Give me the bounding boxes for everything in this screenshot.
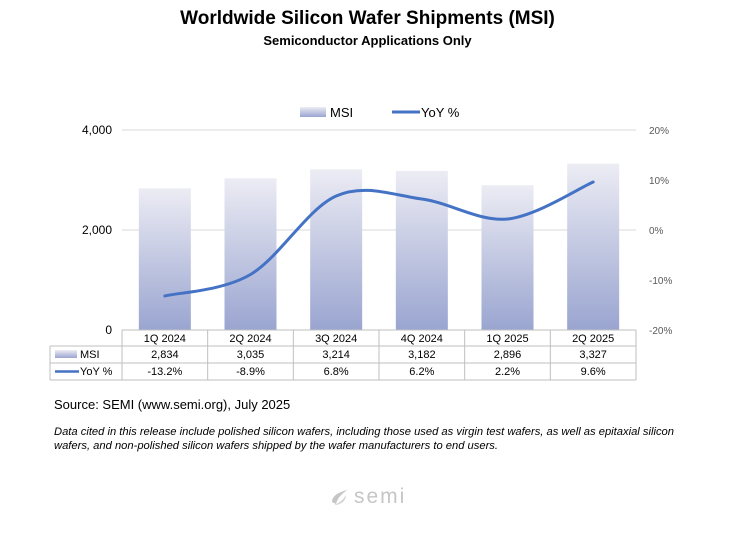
- chart-subtitle: Semiconductor Applications Only: [263, 33, 472, 48]
- x-category-label: 2Q 2024: [229, 333, 271, 345]
- table-cell-msi: 3,182: [408, 349, 436, 361]
- bar: [138, 188, 191, 330]
- y-left-tick-label: 2,000: [82, 223, 112, 237]
- bar: [481, 185, 534, 330]
- table-cell-yoy: 2.2%: [495, 366, 520, 378]
- legend-swatch-msi: [300, 107, 326, 117]
- chart-title: Worldwide Silicon Wafer Shipments (MSI): [180, 8, 555, 29]
- x-category-label: 3Q 2024: [315, 333, 357, 345]
- table-cell-msi: 3,214: [322, 349, 350, 361]
- semi-logo-text: semi: [354, 485, 407, 508]
- y-left-tick-label: 4,000: [82, 123, 112, 137]
- table-cell-msi: 2,834: [151, 349, 179, 361]
- table-row-label-msi: MSI: [80, 349, 100, 361]
- table-row-label-yoy: YoY %: [80, 366, 113, 378]
- table-cell-yoy: -13.2%: [147, 366, 182, 378]
- y-left-tick-label: 0: [105, 323, 112, 337]
- bar: [224, 178, 277, 330]
- x-category-label: 1Q 2024: [144, 333, 186, 345]
- y-right-tick-label: -10%: [649, 276, 672, 287]
- bar: [567, 163, 620, 330]
- table-cell-msi: 3,035: [237, 349, 265, 361]
- semi-logo-icon: [332, 490, 347, 505]
- yoy-line: [163, 180, 595, 298]
- legend-label-yoy: YoY %: [421, 105, 460, 120]
- table-cell-yoy: 6.8%: [324, 366, 349, 378]
- source-note: Source: SEMI (www.semi.org), July 2025: [54, 397, 291, 412]
- chart-area: 0 2,000 4,000 -20% -10% 0% 10% 20% MSI YoY % 1Q …: [49, 105, 672, 381]
- table-cell-msi: 3,327: [579, 349, 607, 361]
- legend-label-msi: MSI: [330, 105, 353, 120]
- y-right-tick-label: 10%: [649, 176, 669, 187]
- x-category-label: 1Q 2025: [486, 333, 528, 345]
- y-right-tick-label: 20%: [649, 126, 669, 137]
- semi-logo: semi: [328, 484, 406, 510]
- bar: [310, 169, 363, 330]
- y-right-tick-label: 0%: [649, 226, 664, 237]
- table-cell-msi: 2,896: [494, 349, 522, 361]
- table-key-msi: [55, 350, 77, 358]
- x-category-label: 2Q 2025: [572, 333, 614, 345]
- data-footnote: Data cited in this release include polis…: [54, 426, 674, 452]
- table-cell-yoy: 9.6%: [581, 366, 606, 378]
- table-cell-yoy: -8.9%: [236, 366, 265, 378]
- y-right-tick-label: -20%: [649, 326, 672, 337]
- table-cell-yoy: 6.2%: [409, 366, 434, 378]
- x-category-label: 4Q 2024: [401, 333, 443, 345]
